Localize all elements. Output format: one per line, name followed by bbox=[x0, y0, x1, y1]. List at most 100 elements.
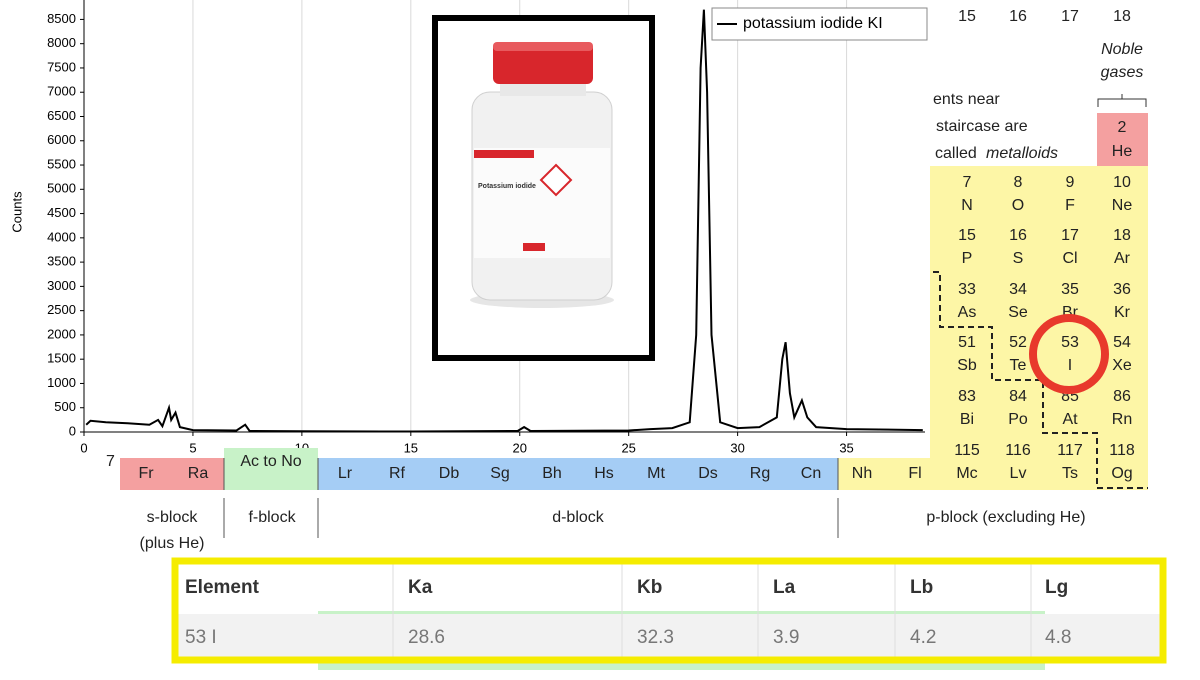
element-number: 10 bbox=[1113, 174, 1131, 191]
metalloid-note-emphasis: metalloids bbox=[986, 145, 1058, 162]
y-tick-label: 8500 bbox=[47, 11, 76, 26]
element-symbol: F bbox=[1065, 197, 1075, 214]
y-tick-label: 8000 bbox=[47, 35, 76, 50]
table-cell: 53 I bbox=[185, 627, 217, 648]
legend-label: potassium iodide KI bbox=[743, 15, 883, 32]
element-symbol: O bbox=[1012, 197, 1024, 214]
element-symbol: Db bbox=[439, 465, 460, 482]
element-symbol: Ar bbox=[1114, 250, 1131, 267]
table-cell: 4.2 bbox=[910, 627, 936, 648]
element-symbol: Rg bbox=[750, 465, 770, 482]
column-header: Lg bbox=[1045, 577, 1068, 598]
group-number: 18 bbox=[1113, 8, 1131, 25]
table-cell: 28.6 bbox=[408, 627, 445, 648]
y-tick-label: 1000 bbox=[47, 375, 76, 390]
element-symbol: Lv bbox=[1010, 465, 1027, 482]
element-symbol: Te bbox=[1010, 357, 1027, 374]
group-number: 16 bbox=[1009, 8, 1027, 25]
label-dividers bbox=[223, 498, 839, 538]
element-symbol: Fr bbox=[138, 465, 154, 482]
bottle-cap bbox=[493, 42, 593, 84]
y-tick-label: 3500 bbox=[47, 254, 76, 269]
element-number: 16 bbox=[1009, 227, 1027, 244]
column-header: Element bbox=[185, 577, 260, 598]
legend-box bbox=[711, 7, 928, 41]
element-range: Ac to No bbox=[240, 453, 301, 470]
y-tick-label: 2000 bbox=[47, 326, 76, 341]
element-symbol: Mt bbox=[647, 465, 665, 482]
logo bbox=[523, 243, 545, 251]
header-row bbox=[175, 563, 1163, 611]
element-number: 36 bbox=[1113, 281, 1131, 298]
x-tick-label: 5 bbox=[189, 440, 196, 455]
column-header: Ka bbox=[408, 577, 433, 598]
element-symbol: Fl bbox=[908, 465, 921, 482]
element-symbol: Po bbox=[1008, 411, 1028, 428]
element-symbol: Kr bbox=[1114, 304, 1131, 321]
x-tick-label: 35 bbox=[839, 440, 853, 455]
y-tick-label: 5000 bbox=[47, 181, 76, 196]
element-symbol: He bbox=[1112, 143, 1133, 160]
hazard-pictogram bbox=[539, 163, 573, 197]
highlight-circle bbox=[1029, 314, 1109, 394]
element-symbol: Ds bbox=[698, 465, 718, 482]
bottle-neck bbox=[500, 82, 586, 96]
column-header: La bbox=[773, 577, 796, 598]
data-row bbox=[175, 614, 1163, 658]
element-number: 35 bbox=[1061, 281, 1079, 298]
y-tick-label: 4000 bbox=[47, 229, 76, 244]
p-block-cells bbox=[838, 458, 930, 490]
element-number: 118 bbox=[1109, 442, 1135, 459]
element-symbol: N bbox=[961, 197, 973, 214]
label-title: Potassium iodide bbox=[478, 183, 536, 190]
y-tick-label: 4500 bbox=[47, 205, 76, 220]
table-cell: 32.3 bbox=[637, 627, 674, 648]
element-number: 15 bbox=[958, 227, 976, 244]
element-symbol: Ne bbox=[1112, 197, 1133, 214]
element-symbol: At bbox=[1062, 411, 1078, 428]
element-symbol: Nh bbox=[852, 465, 872, 482]
element-symbol: Lr bbox=[338, 465, 353, 482]
element-symbol: Hs bbox=[594, 465, 614, 482]
x-tick-label: 0 bbox=[80, 440, 87, 455]
element-number: 33 bbox=[958, 281, 976, 298]
element-symbol: Ts bbox=[1062, 465, 1078, 482]
element-number: 52 bbox=[1009, 334, 1027, 351]
element-number: 53 bbox=[1061, 334, 1079, 351]
y-tick-label: 1500 bbox=[47, 351, 76, 366]
y-tick-label: 6500 bbox=[47, 108, 76, 123]
block-label: (plus He) bbox=[140, 535, 205, 552]
d-block-cells bbox=[318, 458, 838, 490]
element-number: 17 bbox=[1061, 227, 1079, 244]
noble-gases-label: Noble bbox=[1101, 41, 1143, 58]
element-number: 8 bbox=[1014, 174, 1023, 191]
legend: potassium iodide KI bbox=[711, 7, 928, 41]
element-number: 51 bbox=[958, 334, 976, 351]
y-axis-label: Counts bbox=[9, 191, 24, 233]
element-symbol: Sg bbox=[490, 465, 510, 482]
bracket bbox=[1097, 94, 1147, 107]
y-tick-label: 3000 bbox=[47, 278, 76, 293]
f-block-cell bbox=[224, 448, 318, 490]
table-cell: 4.8 bbox=[1045, 627, 1071, 648]
column-dividers bbox=[392, 563, 1032, 658]
helium-cell bbox=[1097, 113, 1148, 166]
y-tick-label: 2500 bbox=[47, 302, 76, 317]
element-symbol: Rn bbox=[1112, 411, 1132, 428]
y-tick-label: 500 bbox=[54, 399, 76, 414]
element-number: 115 bbox=[954, 442, 980, 459]
period-number: 7 bbox=[106, 453, 115, 470]
label-stripe bbox=[474, 150, 534, 158]
element-number: 7 bbox=[963, 174, 972, 191]
element-symbol: P bbox=[962, 250, 973, 267]
noble-gases-label: gases bbox=[1101, 64, 1144, 81]
block-label: s-block bbox=[147, 509, 199, 526]
element-symbol: Xe bbox=[1112, 357, 1132, 374]
element-symbol: Bh bbox=[542, 465, 562, 482]
element-symbol: As bbox=[958, 304, 977, 321]
element-number: 54 bbox=[1113, 334, 1131, 351]
y-tick-label: 6000 bbox=[47, 132, 76, 147]
lines-table: Element Ka Kb La Lb Lg 53 I 28.6 32.3 3.9 4.2 4.8 bbox=[171, 557, 1167, 670]
element-symbol: Cl bbox=[1062, 250, 1077, 267]
